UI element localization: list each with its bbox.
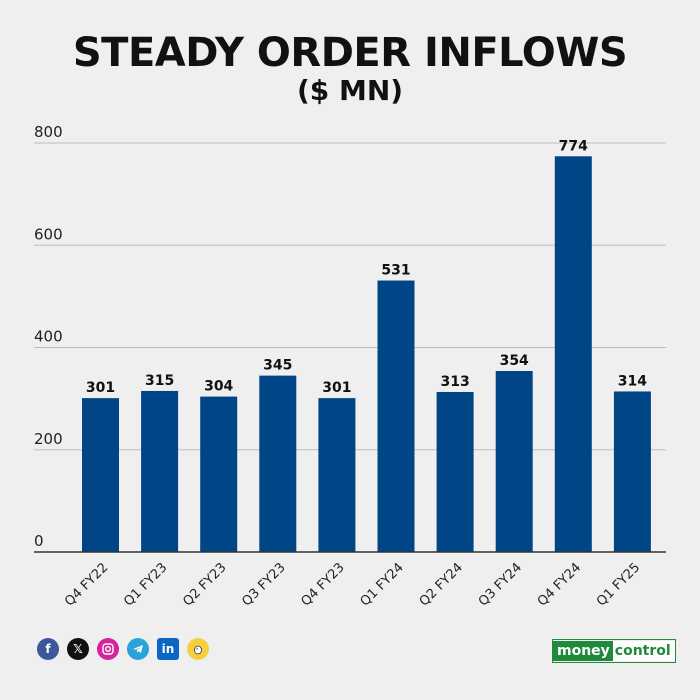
x-tick-label: Q4 FY23 — [299, 560, 348, 609]
y-tick-label: 600 — [34, 225, 63, 243]
chart-title: STEADY ORDER INFLOWS — [72, 30, 628, 76]
facebook-icon[interactable]: f — [37, 638, 59, 660]
social-icons: f 𝕏 in — [37, 638, 209, 660]
x-tick-label: Q2 FY24 — [417, 560, 466, 609]
data-label: 345 — [263, 358, 292, 374]
chart-subtitle: ($ MN) — [296, 74, 404, 107]
bar — [377, 280, 415, 552]
koo-icon[interactable] — [187, 638, 209, 660]
x-tick-label: Q2 FY23 — [180, 560, 229, 609]
data-label: 774 — [559, 138, 588, 154]
bar — [613, 391, 651, 552]
logo-part-1: money — [553, 641, 613, 661]
data-label: 301 — [86, 380, 115, 396]
x-icon[interactable]: 𝕏 — [67, 638, 89, 660]
bar — [200, 396, 238, 552]
bar — [259, 375, 297, 552]
data-label: 354 — [500, 353, 529, 369]
bar — [141, 390, 179, 552]
linkedin-icon[interactable]: in — [157, 638, 179, 660]
x-tick-label: Q4 FY24 — [535, 560, 584, 609]
x-tick-label: Q1 FY24 — [358, 560, 407, 609]
bar — [554, 156, 592, 553]
x-tick-label: Q1 FY25 — [594, 560, 643, 609]
logo-part-2: control — [612, 641, 675, 661]
bar — [436, 391, 474, 552]
bar — [495, 371, 533, 552]
y-tick-label: 800 — [34, 123, 63, 141]
data-label: 531 — [381, 263, 410, 279]
data-label: 315 — [145, 373, 174, 389]
y-tick-label: 0 — [34, 532, 44, 550]
x-tick-label: Q3 FY23 — [239, 560, 288, 609]
instagram-icon[interactable] — [97, 638, 119, 660]
x-tick-label: Q1 FY23 — [121, 560, 170, 609]
data-label: 304 — [204, 379, 233, 395]
telegram-icon[interactable] — [127, 638, 149, 660]
data-label: 313 — [440, 374, 469, 390]
y-tick-label: 400 — [34, 328, 63, 346]
bar — [82, 398, 119, 552]
data-label: 314 — [618, 373, 647, 389]
bar — [318, 398, 356, 552]
x-tick-label: Q4 FY22 — [62, 560, 111, 609]
data-label: 301 — [322, 380, 351, 396]
y-tick-label: 200 — [34, 430, 63, 448]
moneycontrol-logo: money control — [552, 639, 676, 663]
x-tick-label: Q3 FY24 — [476, 560, 525, 609]
